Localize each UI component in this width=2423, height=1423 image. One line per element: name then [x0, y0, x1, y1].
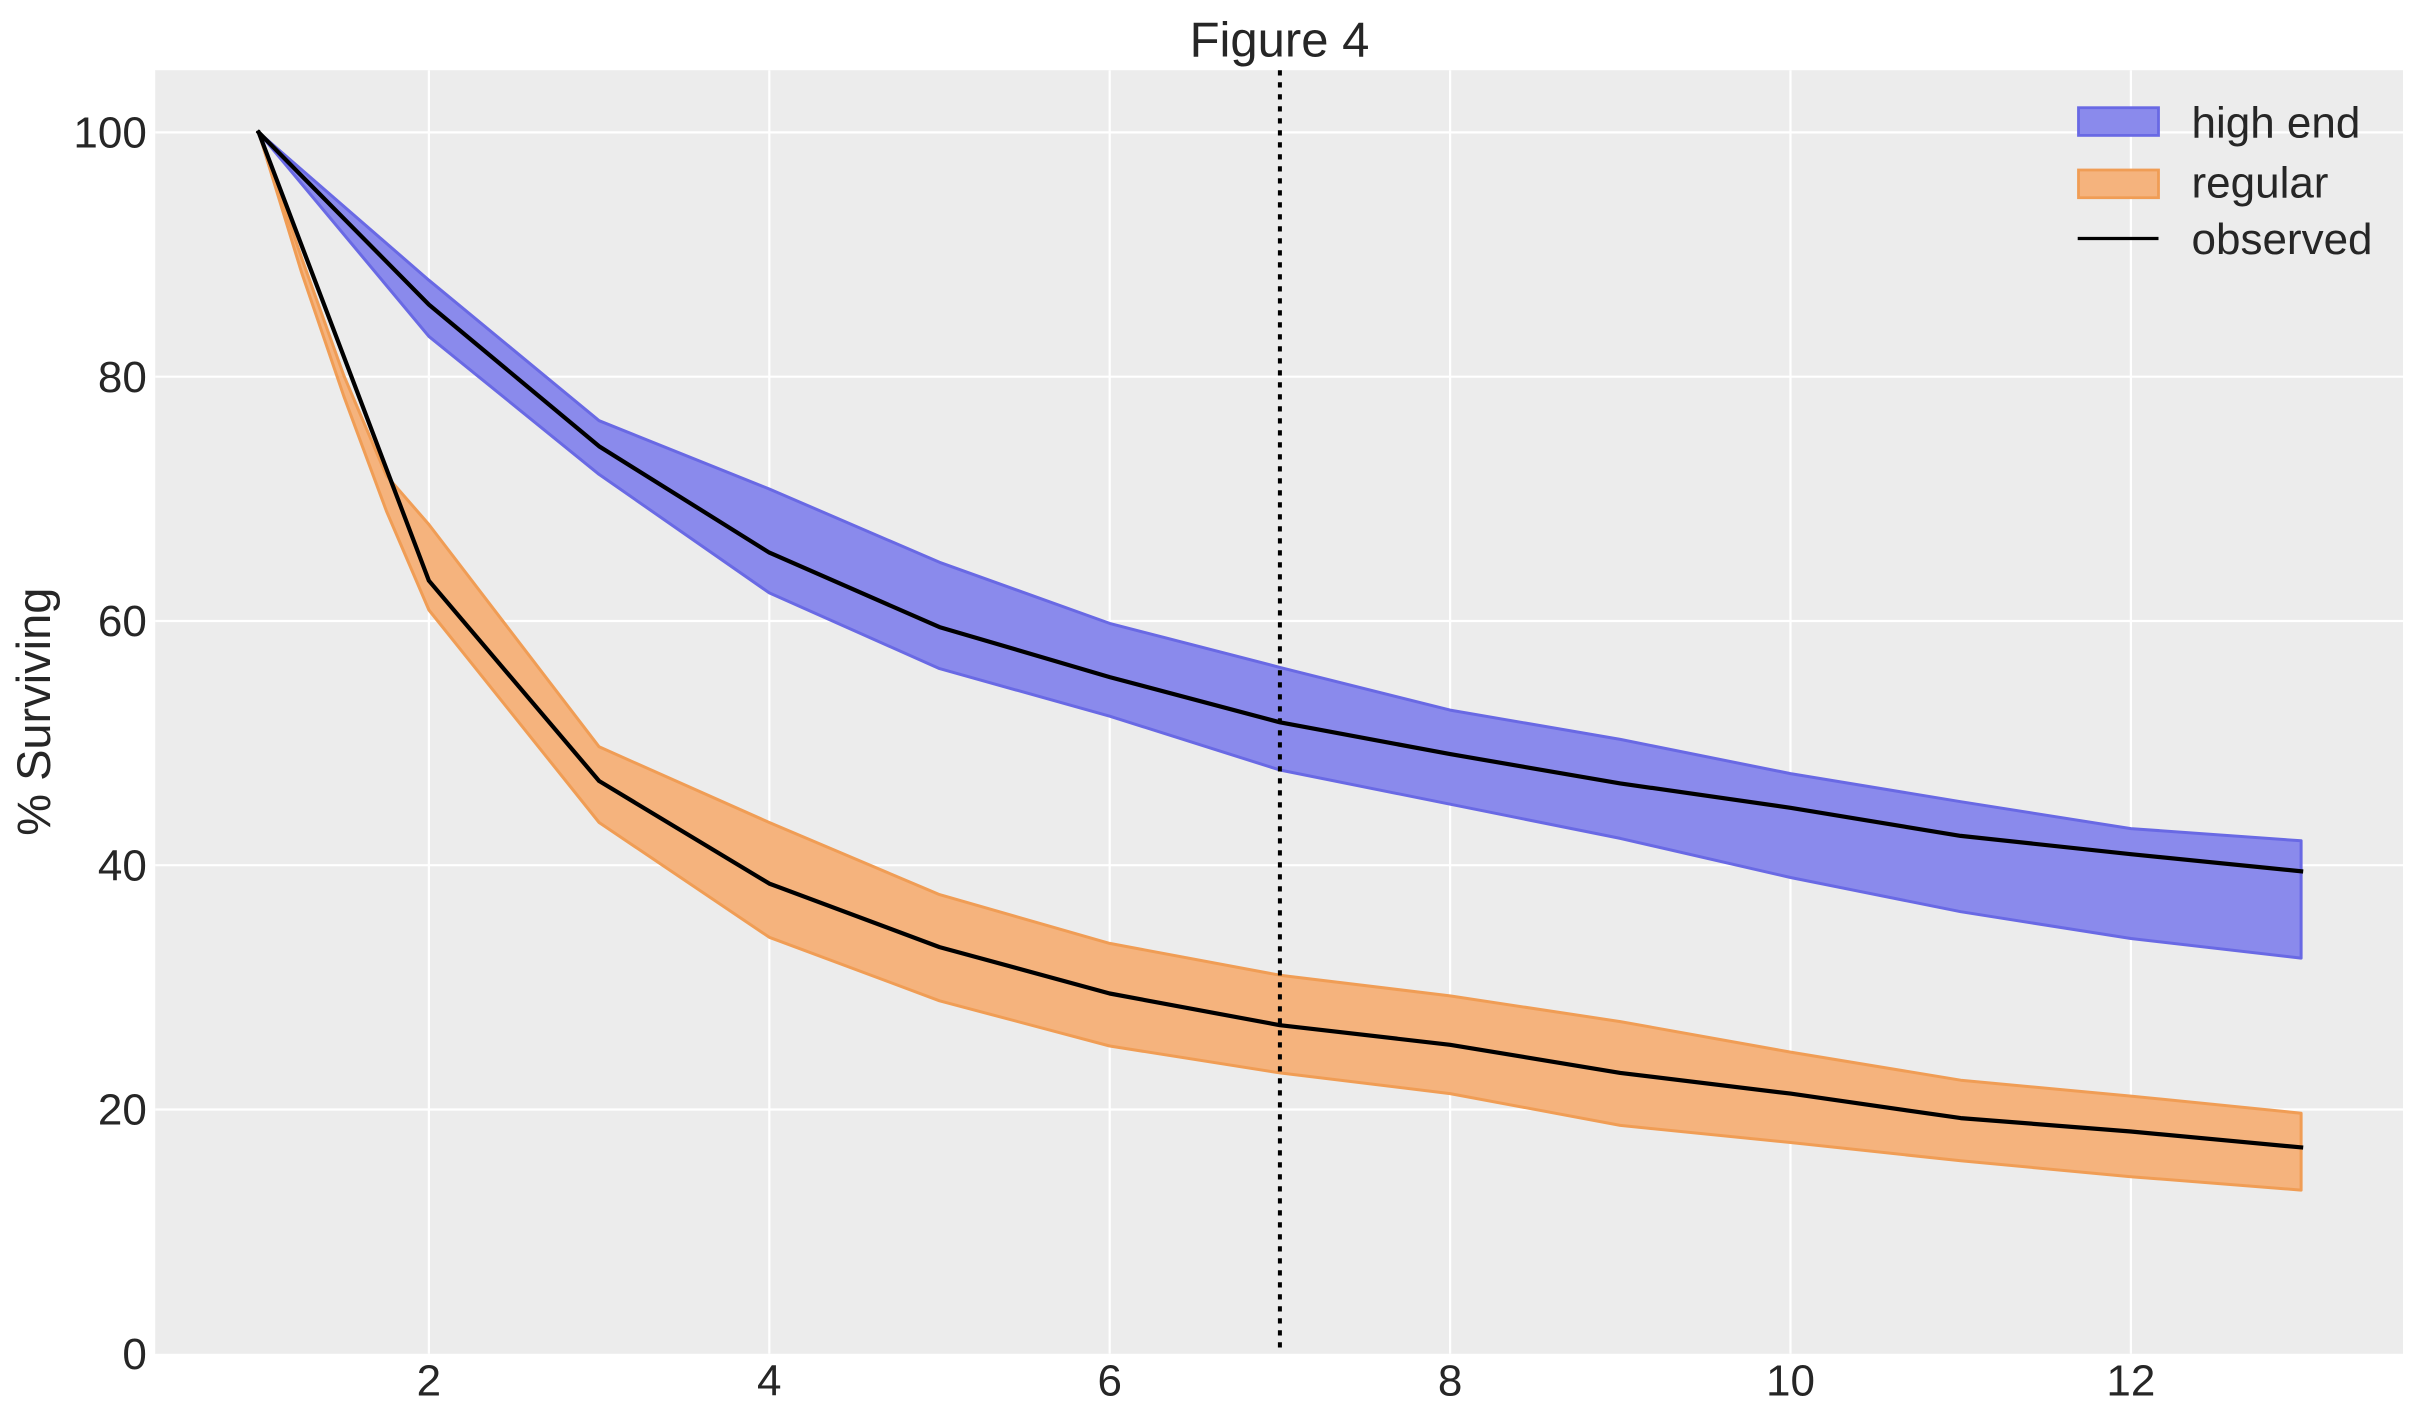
svg-text:60: 60 [98, 597, 147, 646]
svg-text:regular: regular [2192, 159, 2329, 208]
svg-text:12: 12 [2106, 1356, 2155, 1405]
svg-text:high end: high end [2192, 99, 2361, 148]
svg-text:6: 6 [1097, 1356, 1121, 1405]
svg-text:20: 20 [98, 1086, 147, 1135]
svg-text:4: 4 [757, 1356, 781, 1405]
svg-text:2: 2 [417, 1356, 441, 1405]
svg-text:100: 100 [73, 109, 146, 158]
svg-text:80: 80 [98, 353, 147, 402]
svg-text:40: 40 [98, 841, 147, 890]
svg-text:0: 0 [122, 1330, 146, 1379]
svg-text:10: 10 [1766, 1356, 1815, 1405]
svg-text:% Surviving: % Surviving [7, 588, 60, 836]
svg-text:8: 8 [1438, 1356, 1462, 1405]
svg-text:observed: observed [2192, 215, 2373, 264]
svg-text:Figure 4: Figure 4 [1190, 14, 1370, 68]
